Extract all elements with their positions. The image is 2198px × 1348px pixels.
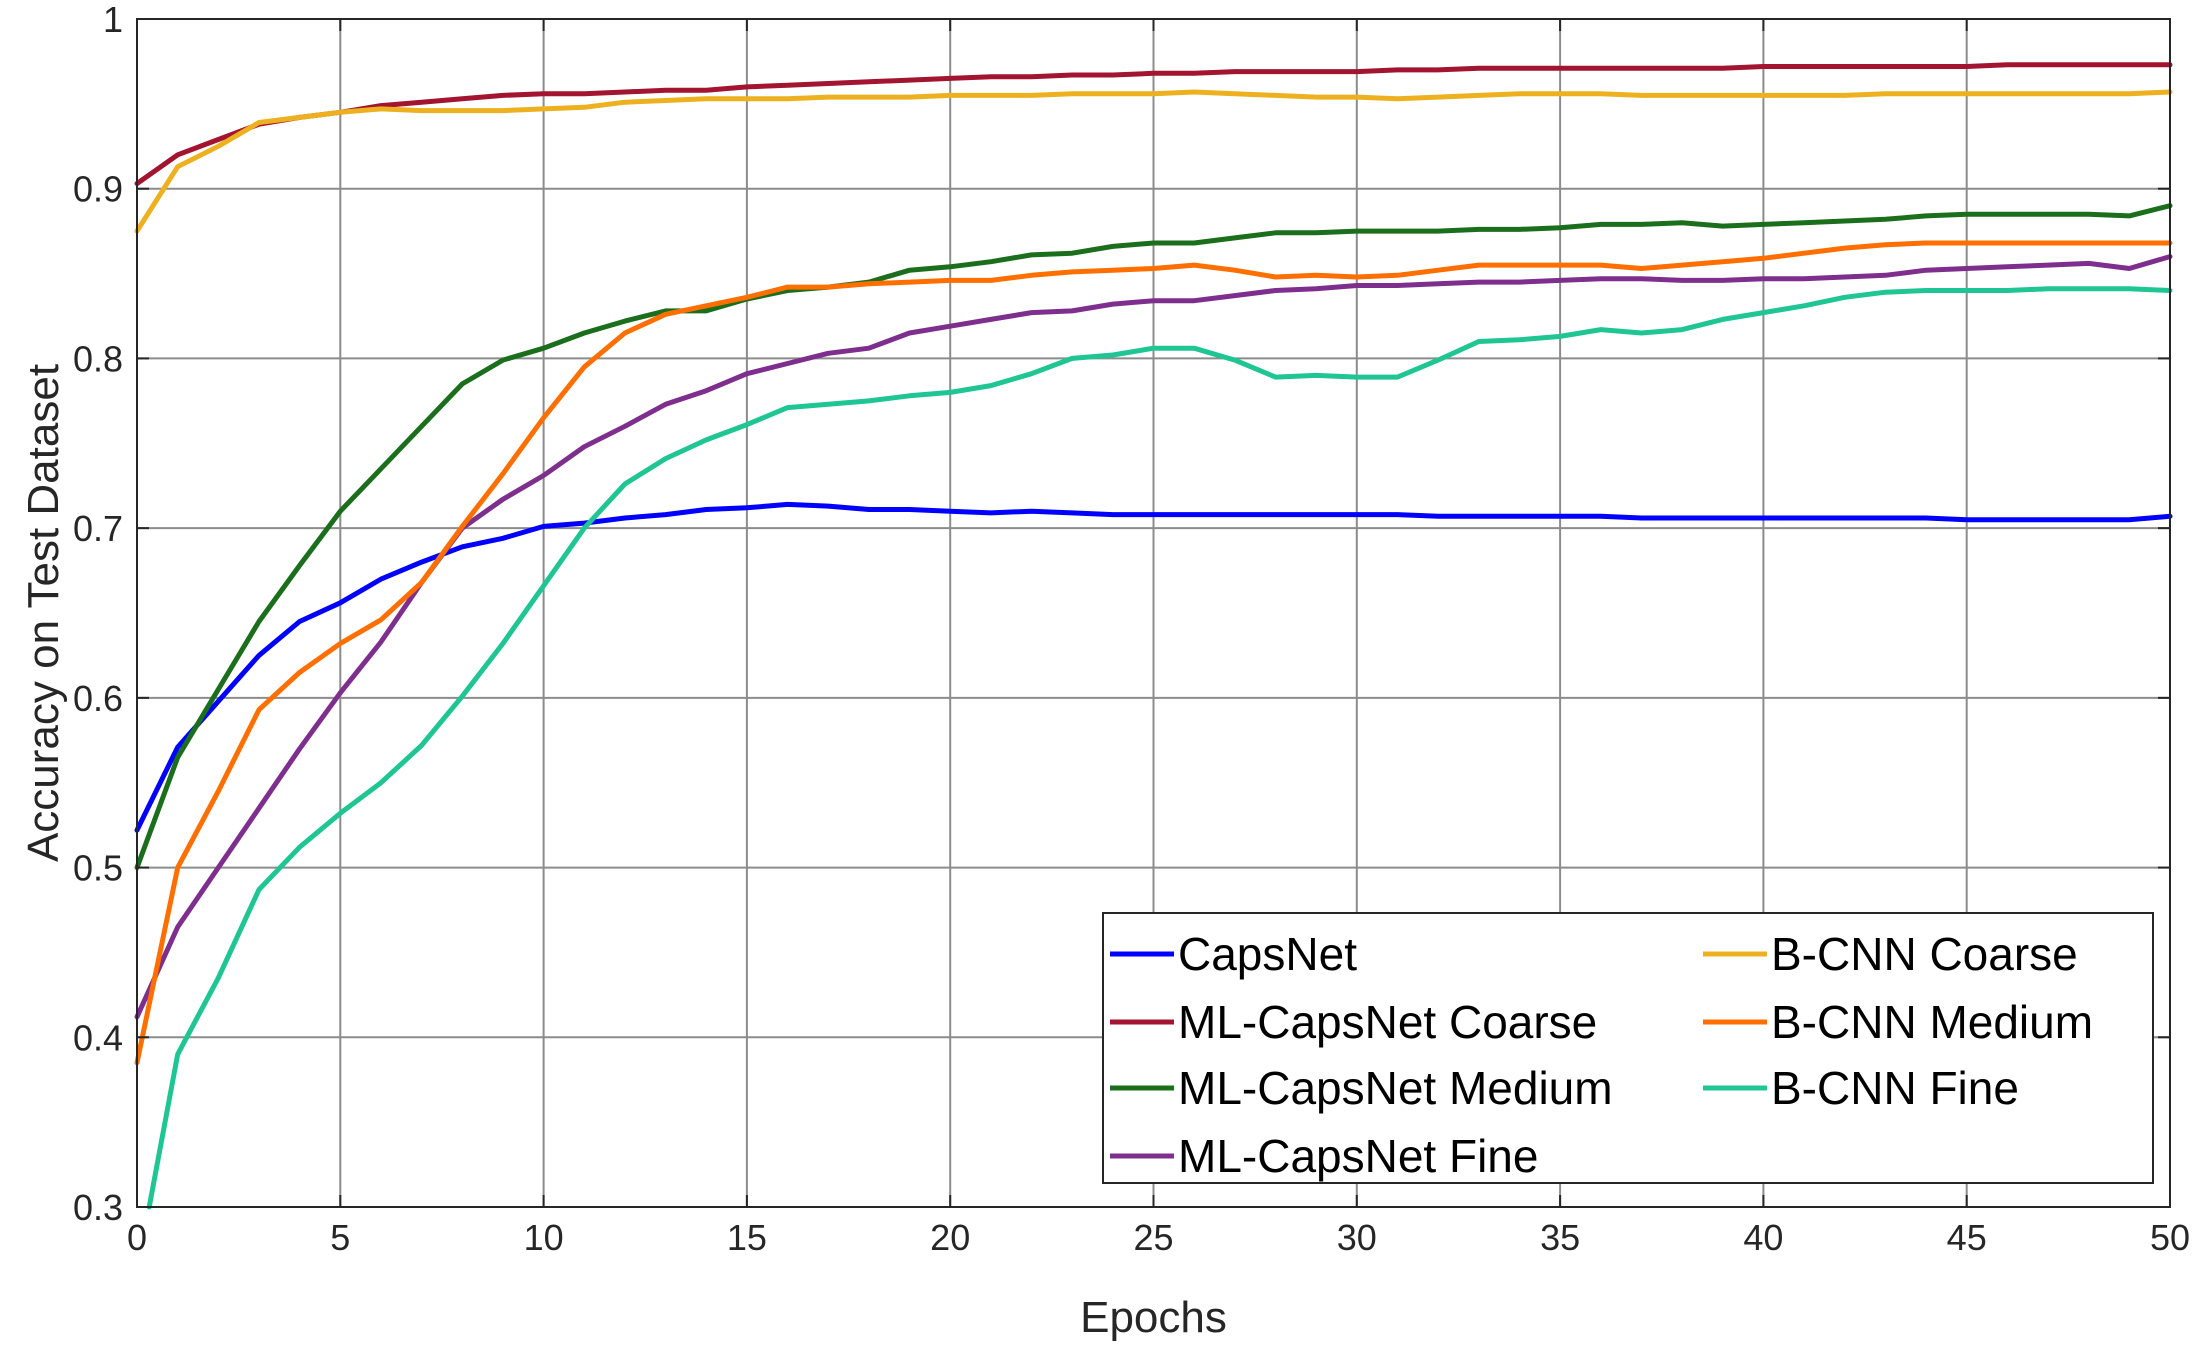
series-line-b-cnn-medium: [134, 240, 2173, 1066]
axis-ticks: 0 5 10 15 20 25 30 35 40 45 50 0.3 0.4 0.5 0.6 0.7 0.8 0.…: [73, 0, 2190, 1258]
legend-label-ml-capsnet-fine: ML-CapsNet Fine: [1178, 1130, 1538, 1182]
y-tick-label: 0.4: [73, 1017, 123, 1058]
x-tick-label: 25: [1133, 1217, 1173, 1258]
y-axis-title: Accuracy on Test Dataset: [19, 364, 68, 862]
series-line-b-cnn-coarse: [134, 89, 2173, 234]
legend-label-b-cnn-fine: B-CNN Fine: [1771, 1062, 2019, 1114]
legend-label-b-cnn-coarse: B-CNN Coarse: [1771, 928, 2078, 980]
x-tick-label: 20: [930, 1217, 970, 1258]
y-tick-label: 0.7: [73, 508, 123, 549]
legend-box: [1102, 912, 2154, 1184]
legend-label-ml-capsnet-coarse: ML-CapsNet Coarse: [1178, 996, 1597, 1048]
x-axis-title: Epochs: [1080, 1293, 1227, 1342]
series-line-capsnet: [134, 501, 2173, 833]
series-line-ml-capsnet-fine: [134, 254, 2173, 1020]
legend-label-ml-capsnet-medium: ML-CapsNet Medium: [1178, 1062, 1613, 1114]
x-tick-label: 30: [1337, 1217, 1377, 1258]
y-tick-label: 0.8: [73, 338, 123, 379]
x-tick-label: 15: [727, 1217, 767, 1258]
x-tick-label: 40: [1743, 1217, 1783, 1258]
y-tick-label: 0.9: [73, 169, 123, 210]
y-tick-label: 0.3: [73, 1187, 123, 1228]
data-lines: [134, 62, 2173, 1210]
series-line-b-cnn-fine: [146, 286, 2173, 1210]
legend: CapsNet ML-CapsNet Coarse ML-CapsNet Mediu…: [1102, 912, 2154, 1184]
x-tick-label: 50: [2150, 1217, 2190, 1258]
x-tick-label: 35: [1540, 1217, 1580, 1258]
legend-label-capsnet: CapsNet: [1178, 928, 1357, 980]
x-tick-label: 0: [127, 1217, 147, 1258]
series-line-ml-capsnet-medium: [134, 203, 2173, 871]
series-line-ml-capsnet-coarse: [134, 62, 2173, 187]
legend-label-b-cnn-medium: B-CNN Medium: [1771, 996, 2093, 1048]
x-tick-label: 45: [1947, 1217, 1987, 1258]
y-tick-label: 0.6: [73, 678, 123, 719]
x-tick-label: 5: [330, 1217, 350, 1258]
y-tick-label: 0.5: [73, 848, 123, 889]
y-tick-label: 1: [103, 0, 123, 40]
x-tick-label: 10: [524, 1217, 564, 1258]
